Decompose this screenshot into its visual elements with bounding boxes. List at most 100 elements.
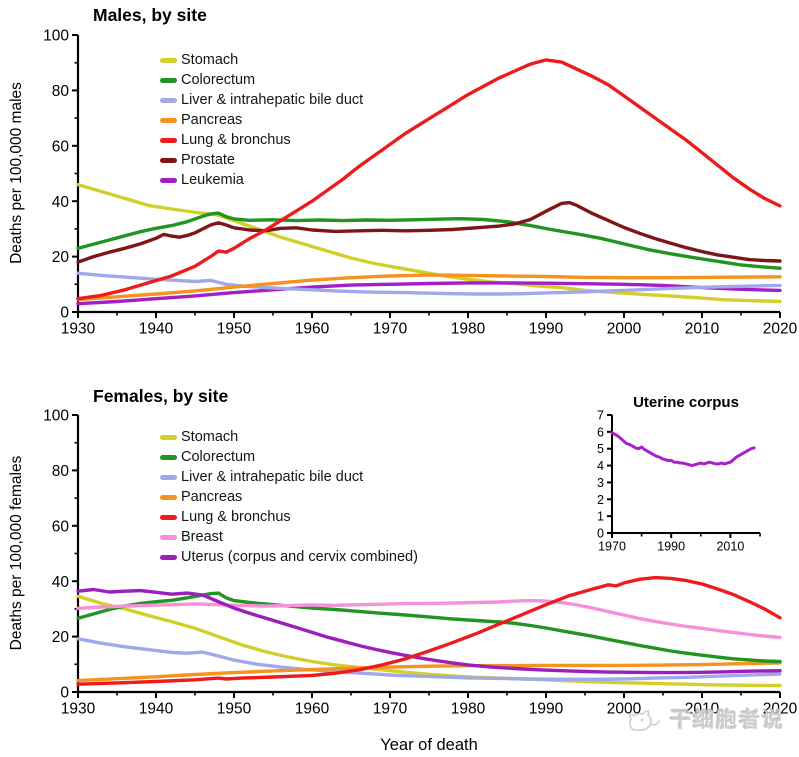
legend-item: Prostate: [160, 150, 363, 170]
males-chart: 0 20 40 60 80 100 1930 1940 1950 1960 1970 1980 1990…: [43, 28, 798, 338]
legend-label: Pancreas: [181, 112, 243, 128]
y-tick-label: 20: [52, 629, 70, 646]
x-tick-label: 2010: [716, 540, 744, 554]
legend-item: Liver & intrahepatic bile duct: [160, 467, 418, 487]
females-x-axis-label: Year of death: [380, 736, 478, 754]
series-line-lung-bronchus: [76, 575, 782, 686]
legend-label: Lung & bronchus: [181, 509, 291, 525]
legend-item: Stomach: [160, 50, 363, 70]
x-tick-label: 1990: [657, 540, 685, 554]
legend-item: Uterus (corpus and cervix combined): [160, 547, 418, 567]
y-tick-label: 60: [52, 138, 70, 155]
legend-item: Colorectum: [160, 70, 363, 90]
legend-swatch: [160, 534, 177, 540]
y-tick-label: 3: [597, 476, 604, 490]
series-line-leukemia: [76, 281, 782, 306]
legend-item: Leukemia: [160, 170, 363, 190]
legend-label: Stomach: [181, 52, 239, 68]
legend-label: Lung & bronchus: [181, 132, 291, 148]
series-line-liver-intrahepatic-bile-duct: [76, 637, 782, 681]
y-tick-label: 80: [52, 463, 70, 480]
series-line-colorectum: [76, 211, 782, 270]
series-line-uterus-corpus-and-cervix-combined: [76, 587, 782, 675]
x-tick-label: 2000: [607, 321, 642, 338]
x-tick-label: 2020: [763, 701, 798, 718]
legend-swatch: [160, 434, 177, 440]
males-chart-title: Males, by site: [93, 5, 207, 25]
x-tick-label: 1990: [529, 701, 564, 718]
watermark: 干细胞者说: [628, 704, 785, 734]
uterine-corpus-inset-chart: 0 1 2 3 4 5 6 7 1970 1990 2010: [597, 409, 761, 554]
legend-label: Stomach: [181, 429, 239, 445]
x-tick-label: 2010: [685, 321, 720, 338]
legend-swatch: [160, 177, 177, 183]
legend-swatch: [160, 157, 177, 163]
legend-item: Breast: [160, 527, 418, 547]
legend-swatch: [160, 554, 177, 560]
legend-label: Colorectum: [181, 72, 256, 88]
series-line-stomach: [76, 182, 782, 304]
legend-item: Liver & intrahepatic bile duct: [160, 90, 363, 110]
legend-swatch: [160, 494, 177, 500]
y-tick-label: 1: [597, 510, 604, 524]
y-tick-label: 100: [43, 408, 69, 425]
y-tick-label: 80: [52, 83, 70, 100]
legend-label: Leukemia: [181, 172, 244, 188]
x-tick-label: 2020: [763, 321, 798, 338]
legend-item: Lung & bronchus: [160, 507, 418, 527]
legend-label: Liver & intrahepatic bile duct: [181, 92, 364, 108]
legend-swatch: [160, 474, 177, 480]
legend-label: Liver & intrahepatic bile duct: [181, 469, 364, 485]
x-tick-label: 2000: [607, 701, 642, 718]
males-legend: Stomach Colorectum Liver & intrahepatic …: [160, 50, 363, 190]
x-tick-label: 1960: [295, 701, 330, 718]
females-y-axis-label: Deaths per 100,000 females: [8, 455, 25, 651]
legend-label: Breast: [181, 529, 223, 545]
legend-swatch: [160, 514, 177, 520]
x-tick-label: 1950: [217, 701, 252, 718]
legend-item: Pancreas: [160, 487, 418, 507]
y-tick-label: 6: [597, 425, 604, 439]
legend-swatch: [160, 454, 177, 460]
legend-swatch: [160, 137, 177, 143]
y-tick-label: 2: [597, 493, 604, 507]
x-tick-label: 1950: [217, 321, 252, 338]
x-tick-label: 1980: [451, 701, 486, 718]
series-line-uterine-corpus: [610, 431, 756, 468]
watermark-text: 干细胞者说: [670, 709, 785, 732]
y-tick-label: 0: [60, 685, 69, 702]
legend-swatch: [160, 57, 177, 63]
legend-swatch: [160, 77, 177, 83]
x-tick-label: 1970: [373, 321, 408, 338]
series-line-prostate: [76, 200, 782, 264]
x-tick-label: 1930: [61, 701, 96, 718]
series-line-lung-bronchus: [76, 58, 782, 301]
y-tick-label: 40: [52, 194, 70, 211]
y-tick-label: 20: [52, 249, 70, 266]
legend-swatch: [160, 97, 177, 103]
males-y-axis-label: Deaths per 100,000 males: [8, 82, 25, 264]
x-tick-label: 1940: [139, 701, 174, 718]
x-tick-label: 1960: [295, 321, 330, 338]
y-tick-label: 60: [52, 518, 70, 535]
legend-label: Prostate: [181, 152, 235, 168]
legend-label: Uterus (corpus and cervix combined): [181, 549, 418, 565]
x-tick-label: 1990: [529, 321, 564, 338]
cat-logo-icon: [628, 710, 660, 732]
series-line-pancreas: [76, 273, 782, 302]
legend-swatch: [160, 117, 177, 123]
legend-label: Pancreas: [181, 489, 243, 505]
y-tick-label: 7: [597, 409, 604, 423]
females-chart-title: Females, by site: [93, 386, 229, 406]
females-legend: Stomach Colorectum Liver & intrahepatic …: [160, 427, 418, 567]
x-tick-label: 1930: [61, 321, 96, 338]
y-tick-label: 0: [597, 527, 604, 541]
legend-item: Lung & bronchus: [160, 130, 363, 150]
legend-item: Pancreas: [160, 110, 363, 130]
x-tick-label: 1980: [451, 321, 486, 338]
legend-item: Colorectum: [160, 447, 418, 467]
series-line-pancreas: [76, 661, 782, 683]
y-tick-label: 5: [597, 442, 604, 456]
